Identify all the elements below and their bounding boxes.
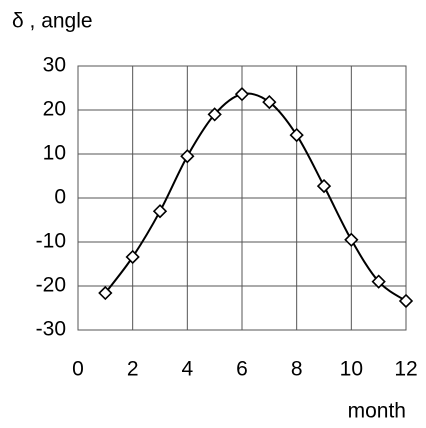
- x-axis-label: month: [348, 400, 406, 423]
- x-tick-label: 8: [291, 358, 303, 381]
- marker: [262, 94, 277, 110]
- marker: [180, 149, 195, 164]
- x-tick-label: 10: [340, 358, 363, 381]
- marker: [207, 107, 222, 122]
- marker: [371, 274, 386, 289]
- y-tick-label: 0: [54, 186, 66, 209]
- x-tick-label: 6: [236, 358, 248, 381]
- y-tick-label: -20: [36, 274, 66, 297]
- line: [104, 92, 407, 302]
- x-tick-label: 12: [394, 358, 417, 381]
- marker: [125, 249, 140, 265]
- y-tick-label: 20: [43, 98, 66, 121]
- y-tick-label: -10: [36, 230, 66, 253]
- marker: [316, 178, 332, 194]
- marker: [344, 232, 359, 247]
- y-tick-label: 10: [43, 142, 66, 165]
- marker: [152, 204, 168, 219]
- marker: [234, 87, 250, 102]
- y-tick-label: 30: [43, 54, 66, 77]
- chart-title: δ , angle: [12, 10, 93, 33]
- y-tick-label: -30: [36, 318, 66, 341]
- marker: [289, 127, 304, 143]
- x-tick-label: 4: [181, 358, 193, 381]
- x-tick-label: 2: [127, 358, 139, 381]
- marker: [398, 293, 414, 309]
- plot-frame: [77, 65, 407, 331]
- marker: [98, 285, 113, 301]
- x-tick-label: 0: [72, 358, 84, 381]
